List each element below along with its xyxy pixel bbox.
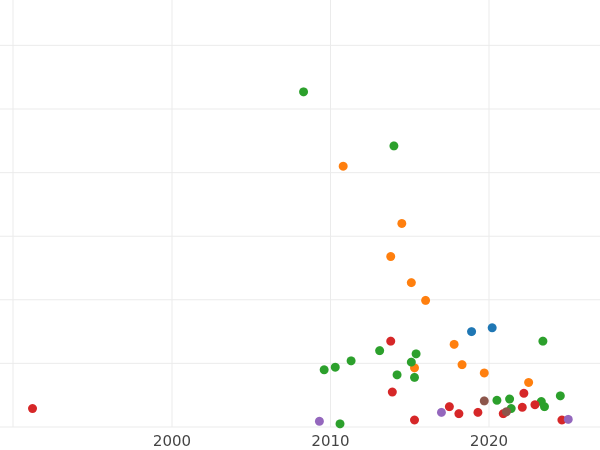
data-point	[555, 391, 565, 401]
series-5	[479, 396, 511, 417]
data-point	[524, 377, 534, 387]
data-point	[457, 360, 467, 370]
data-point	[397, 218, 407, 228]
data-point	[299, 87, 309, 97]
series-2	[299, 87, 565, 429]
data-point	[444, 402, 454, 412]
data-point	[392, 370, 402, 380]
data-point	[28, 404, 38, 414]
series-1	[338, 161, 534, 387]
data-point	[539, 402, 549, 412]
data-point	[492, 395, 502, 405]
data-point	[479, 368, 489, 378]
series-0	[467, 323, 497, 337]
x-axis-tick-labels: 2000 2010 2020	[153, 432, 508, 450]
data-points	[28, 87, 573, 429]
data-point	[330, 362, 340, 372]
data-point	[538, 336, 548, 346]
series-3	[28, 336, 567, 425]
data-point	[335, 419, 345, 429]
data-point	[563, 414, 573, 424]
x-tick-label: 2020	[470, 432, 508, 450]
data-point	[421, 295, 431, 305]
data-point	[410, 372, 420, 382]
data-point	[449, 339, 459, 349]
data-point	[406, 357, 416, 367]
data-point	[346, 356, 356, 366]
data-point	[375, 346, 385, 356]
data-point	[319, 365, 329, 375]
data-point	[473, 407, 483, 417]
data-point	[386, 252, 396, 262]
data-point	[411, 349, 421, 359]
data-point	[505, 394, 515, 404]
data-point	[389, 141, 399, 151]
x-tick-label: 2010	[311, 432, 349, 450]
grid	[0, 0, 600, 428]
data-point	[338, 161, 348, 171]
data-point	[467, 327, 477, 337]
data-point	[386, 336, 396, 346]
data-point	[387, 387, 397, 397]
data-point	[406, 278, 416, 288]
data-point	[530, 400, 540, 410]
x-tick-label: 2000	[153, 432, 191, 450]
data-point	[436, 407, 446, 417]
data-point	[519, 388, 529, 398]
data-point	[517, 402, 527, 412]
data-point	[501, 407, 511, 417]
data-point	[314, 416, 324, 426]
data-point	[410, 415, 420, 425]
data-point	[479, 396, 489, 406]
series-4	[314, 407, 573, 426]
data-point	[487, 323, 497, 333]
data-point	[454, 409, 464, 419]
